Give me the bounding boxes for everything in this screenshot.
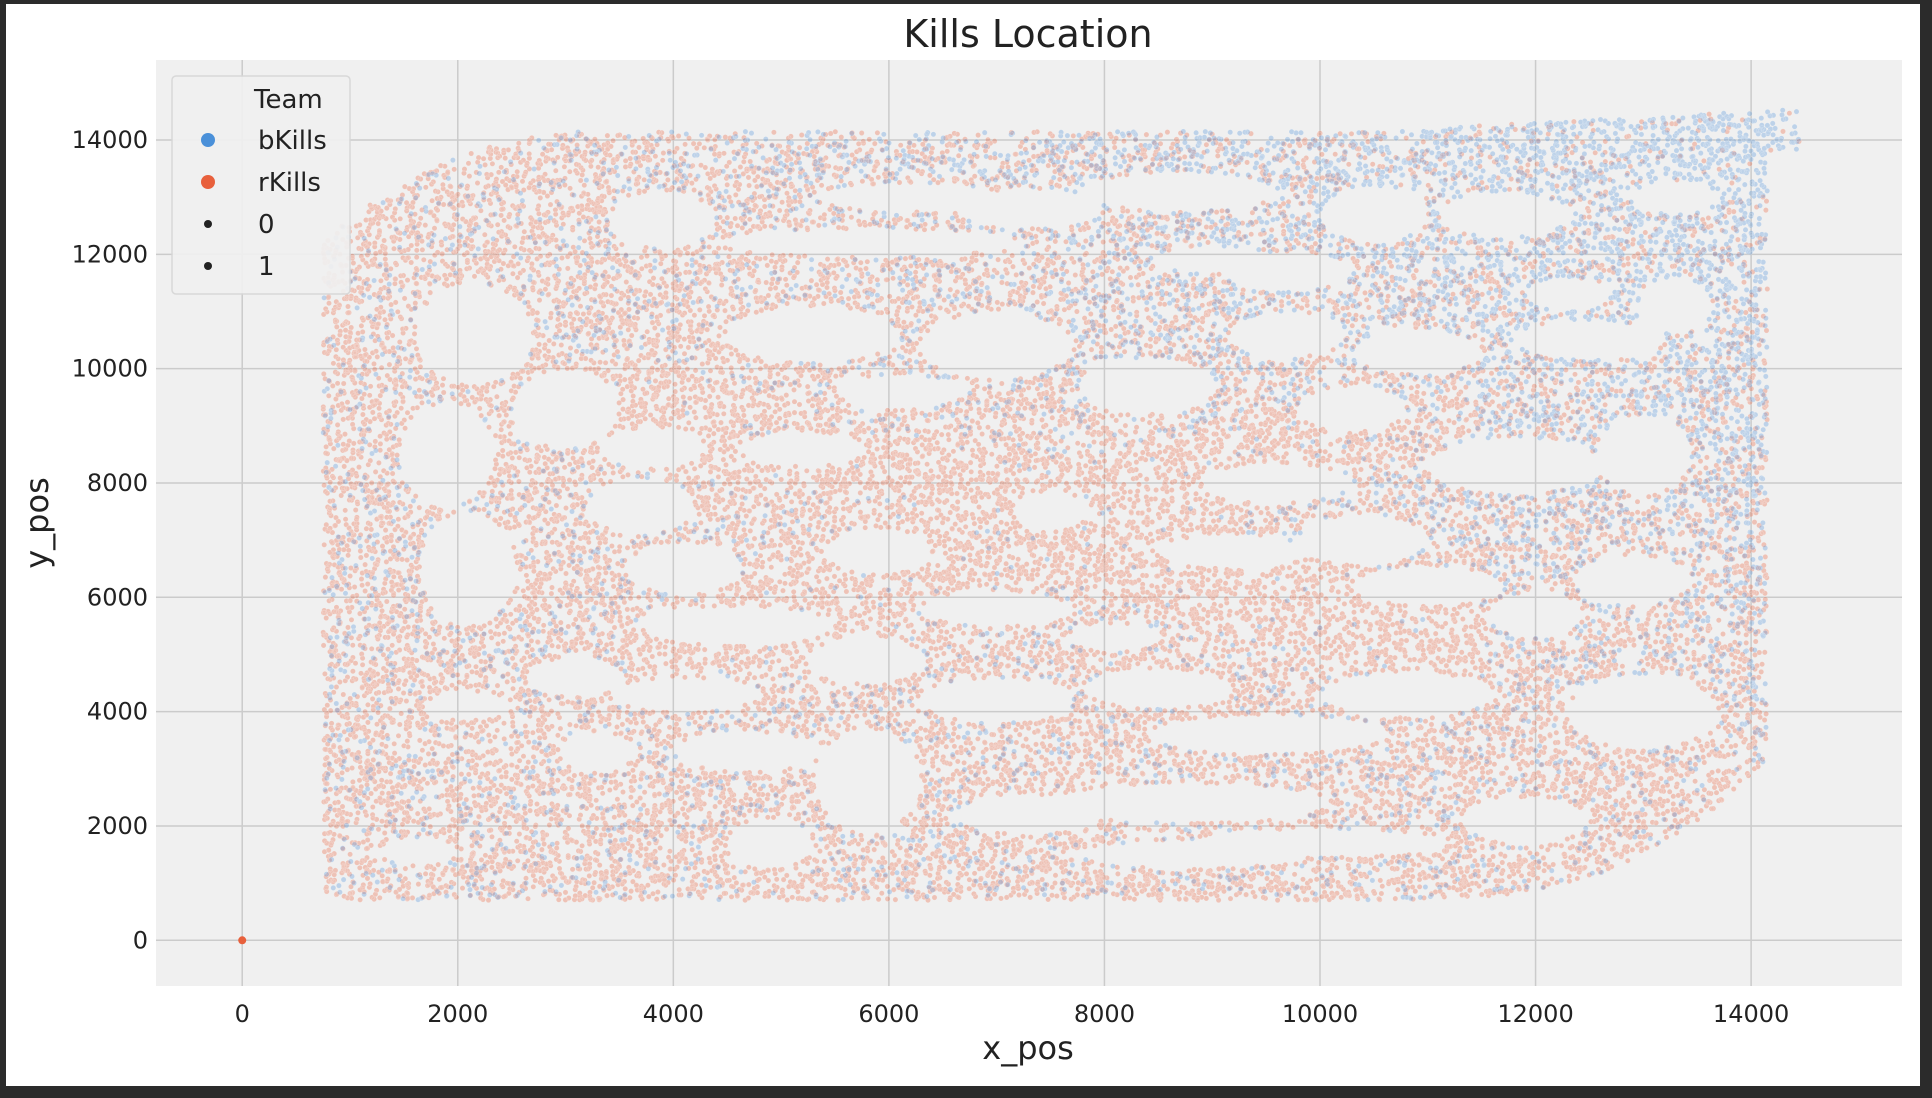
legend-marker-1	[204, 262, 212, 270]
legend-marker-0	[204, 220, 212, 228]
legend-label-bKills: bKills	[258, 126, 327, 156]
y-tick-label: 8000	[87, 469, 148, 497]
legend-label-rKills: rKills	[258, 168, 321, 198]
scatter-chart: 0 2000 4000 6000 8000 10000 12000 14000 0 2000 40…	[6, 4, 1920, 1086]
legend-label-1: 1	[258, 252, 275, 282]
x-tick-label: 14000	[1713, 1000, 1789, 1028]
y-tick-labels: 0 2000 4000 6000 8000 10000 12000 14000	[72, 126, 148, 954]
x-tick-label: 4000	[643, 1000, 704, 1028]
y-tick-label: 0	[133, 926, 148, 954]
legend-title: Team	[253, 85, 323, 115]
x-tick-label: 0	[235, 1000, 250, 1028]
y-tick-label: 14000	[72, 126, 148, 154]
y-tick-label: 2000	[87, 812, 148, 840]
legend-label-0: 0	[258, 210, 275, 240]
x-tick-labels: 0 2000 4000 6000 8000 10000 12000 14000	[235, 1000, 1790, 1028]
legend: Team bKills rKills 0 1	[172, 76, 350, 294]
x-tick-label: 2000	[427, 1000, 488, 1028]
outlier-point	[238, 936, 246, 944]
x-axis-label: x_pos	[982, 1029, 1074, 1067]
y-tick-label: 6000	[87, 583, 148, 611]
y-axis-label: y_pos	[18, 477, 56, 569]
x-tick-label: 10000	[1282, 1000, 1358, 1028]
chart-title: Kills Location	[903, 12, 1152, 56]
x-tick-label: 8000	[1074, 1000, 1135, 1028]
y-tick-label: 4000	[87, 698, 148, 726]
x-tick-label: 6000	[858, 1000, 919, 1028]
y-tick-label: 12000	[72, 240, 148, 268]
y-tick-label: 10000	[72, 355, 148, 383]
figure: 0 2000 4000 6000 8000 10000 12000 14000 0 2000 40…	[6, 4, 1920, 1086]
x-tick-label: 12000	[1497, 1000, 1573, 1028]
legend-marker-bKills	[201, 133, 215, 147]
legend-marker-rKills	[201, 175, 215, 189]
